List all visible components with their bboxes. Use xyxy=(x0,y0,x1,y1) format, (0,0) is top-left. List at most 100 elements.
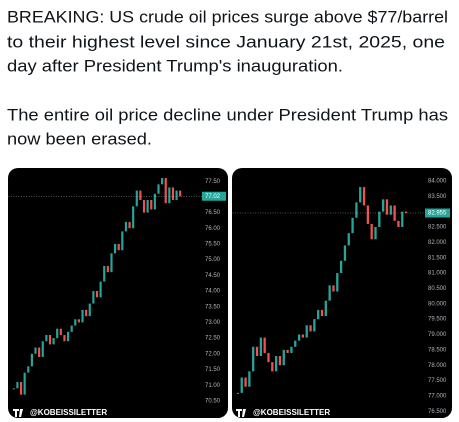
candle xyxy=(38,347,41,357)
candle xyxy=(168,187,171,204)
y-tick-label: 81.500 xyxy=(428,255,447,261)
candle xyxy=(70,325,73,332)
candle xyxy=(374,226,377,240)
candle xyxy=(294,340,297,347)
candle xyxy=(19,382,23,395)
watermark-logo xyxy=(236,409,246,417)
candle xyxy=(305,325,308,338)
candle xyxy=(45,334,48,342)
candle xyxy=(244,377,247,387)
candle xyxy=(297,334,301,341)
candle xyxy=(121,231,124,251)
chart-background xyxy=(8,168,228,418)
chart-left: 77.50 76.50 76.00 75.50 75.00 74.50 74.00 73.50… xyxy=(8,168,228,418)
y-tick-label: 76.50 xyxy=(205,210,221,216)
y-tick-label: 80.500 xyxy=(428,286,447,292)
y-tick-label: 71.00 xyxy=(205,383,221,389)
candle xyxy=(161,178,164,185)
candle xyxy=(142,200,146,213)
candle xyxy=(153,193,156,210)
candle xyxy=(347,233,350,246)
candle xyxy=(81,309,84,323)
candle xyxy=(77,319,80,323)
candle xyxy=(34,347,37,354)
candle xyxy=(263,337,266,353)
candle xyxy=(366,205,370,224)
y-tick-label: 83.500 xyxy=(428,194,447,200)
y-tick-label: 73.50 xyxy=(205,304,221,310)
y-tick-label: 78.500 xyxy=(428,347,447,353)
post-line: The entire oil price decline under Presi… xyxy=(7,105,448,124)
candle xyxy=(175,190,178,201)
y-tick-label: 71.50 xyxy=(205,367,221,373)
candle xyxy=(278,356,282,366)
candle xyxy=(240,377,243,393)
candle xyxy=(389,205,392,215)
candle xyxy=(332,285,335,292)
candle xyxy=(378,211,381,227)
candle xyxy=(397,220,400,227)
candle xyxy=(23,372,26,395)
candle xyxy=(317,309,320,320)
post-line: day after President Trump's inauguration… xyxy=(7,56,343,75)
candle xyxy=(343,245,347,261)
candle xyxy=(336,273,339,292)
candle xyxy=(370,223,373,240)
candle xyxy=(30,353,33,367)
candle xyxy=(95,291,99,298)
candle xyxy=(48,334,52,345)
candle xyxy=(16,382,19,389)
candle xyxy=(52,338,55,345)
y-tick-label: 78.000 xyxy=(428,363,447,369)
candle xyxy=(85,309,88,317)
candle xyxy=(41,341,44,357)
candle xyxy=(248,371,251,387)
chart-background xyxy=(232,168,452,418)
last-price-label: 77.02 xyxy=(205,194,221,200)
candle xyxy=(255,346,259,357)
candle xyxy=(164,178,167,204)
candle xyxy=(393,205,396,221)
candle xyxy=(132,206,135,229)
y-tick-label: 77.500 xyxy=(428,378,447,384)
y-tick-label: 74.00 xyxy=(205,289,221,295)
candle xyxy=(339,260,343,274)
watermark: @KOBEISSILETTER xyxy=(30,408,107,417)
y-tick-label: 75.50 xyxy=(205,242,221,248)
candle xyxy=(328,285,331,301)
candle xyxy=(114,243,117,254)
candle xyxy=(179,190,182,197)
candle xyxy=(92,291,95,304)
candle xyxy=(385,199,389,215)
y-tick-label: 77.50 xyxy=(205,179,221,185)
candle xyxy=(135,190,138,207)
y-tick-label: 80.000 xyxy=(428,301,447,307)
candle xyxy=(301,334,305,338)
candle xyxy=(290,346,293,353)
last-price-label: 82.955 xyxy=(428,211,447,217)
y-tick-label: 70.50 xyxy=(205,398,221,404)
candle xyxy=(110,253,113,273)
y-tick-label: 82.000 xyxy=(428,240,447,246)
candle xyxy=(124,221,128,232)
post-line: BREAKING: US crude oil prices surge abov… xyxy=(7,7,448,26)
candle xyxy=(128,221,131,229)
y-tick-label: 77.000 xyxy=(428,394,447,400)
y-tick-label: 81.000 xyxy=(428,271,447,277)
candle xyxy=(99,281,102,298)
last-price-box xyxy=(425,208,450,218)
candle xyxy=(274,356,278,372)
candle xyxy=(313,319,316,332)
candle xyxy=(359,187,362,203)
candle xyxy=(267,352,270,363)
chart-right: 84.000 83.500 82.500 82.000 81.500 81.000 80.5… xyxy=(232,168,452,418)
candle xyxy=(320,309,324,317)
candle xyxy=(63,334,66,342)
candle xyxy=(351,217,354,234)
candle xyxy=(286,349,289,353)
candle xyxy=(362,187,366,206)
candle xyxy=(259,337,262,357)
y-tick-label: 72.00 xyxy=(205,351,221,357)
candle xyxy=(309,325,312,332)
